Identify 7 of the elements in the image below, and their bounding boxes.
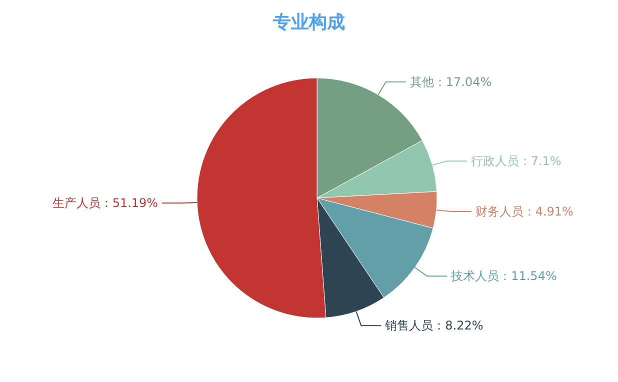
slice-label: 销售人员：8.22%	[384, 318, 484, 333]
slice-label: 技术人员：11.54%	[450, 269, 557, 284]
slice-label: 生产人员：51.19%	[52, 196, 158, 210]
chart-title: 专业构成	[272, 12, 345, 33]
slice-label: 行政人员：7.1%	[470, 154, 562, 168]
slice-label: 财务人员：4.91%	[475, 204, 574, 219]
slice-label: 其他：17.04%	[410, 74, 492, 89]
